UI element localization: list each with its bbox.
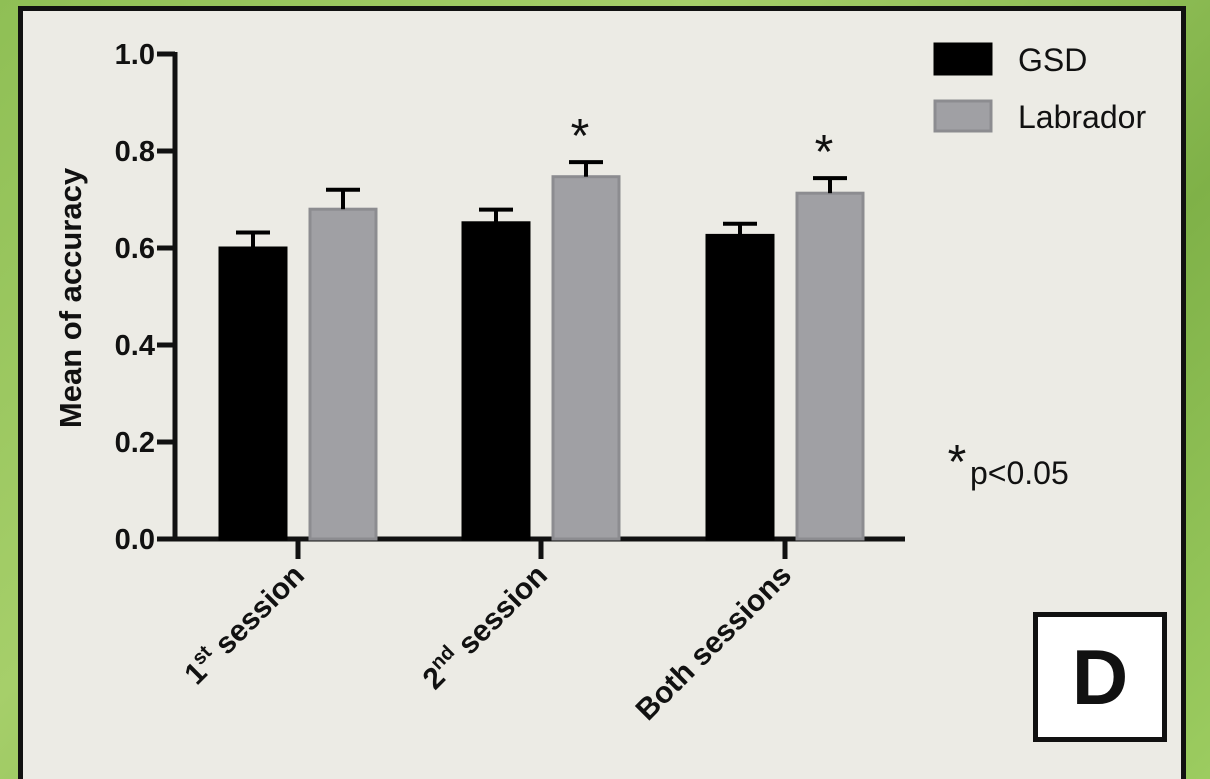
- y-tick-label: 0.6: [115, 233, 155, 265]
- y-tick-label: 0.8: [115, 136, 155, 168]
- bar-gsd: [218, 246, 288, 541]
- legend-swatch-labrador: [933, 99, 993, 133]
- x-tick-label: 1st session: [176, 556, 311, 691]
- bar-labrador: [551, 175, 621, 541]
- x-tick-label: 2nd session: [415, 556, 554, 695]
- y-axis-label: Mean of accuracy: [53, 167, 88, 428]
- legend-swatch-gsd: [933, 42, 993, 76]
- note-star: *: [948, 436, 967, 489]
- x-tick-label: Both sessions: [630, 559, 798, 727]
- y-tick-label: 0.0: [115, 524, 155, 556]
- y-axis: 0.0 0.2 0.4 0.6 0.8 1.0 Mean of accuracy: [53, 39, 178, 556]
- y-tick-label: 0.4: [115, 330, 155, 362]
- x-axis: 1st session 2nd session Both sessions: [173, 536, 905, 727]
- panel-label: D: [1033, 612, 1167, 742]
- bar-labrador: [795, 191, 865, 541]
- bar-labrador: [308, 207, 378, 541]
- significance-notes: * ** p<0.05: [571, 110, 1069, 491]
- y-tick-label: 1.0: [115, 39, 155, 71]
- legend: GSD Labrador: [933, 42, 1146, 135]
- significance-note: p<0.05: [970, 455, 1069, 491]
- legend-label: GSD: [1018, 42, 1087, 78]
- bar-gsd: [461, 221, 531, 541]
- legend-label: Labrador: [1018, 99, 1146, 135]
- bar-gsd: [705, 233, 775, 541]
- bars: [218, 160, 865, 541]
- significance-star: *: [571, 110, 590, 163]
- significance-star: *: [815, 126, 834, 179]
- y-tick-label: 0.2: [115, 427, 155, 459]
